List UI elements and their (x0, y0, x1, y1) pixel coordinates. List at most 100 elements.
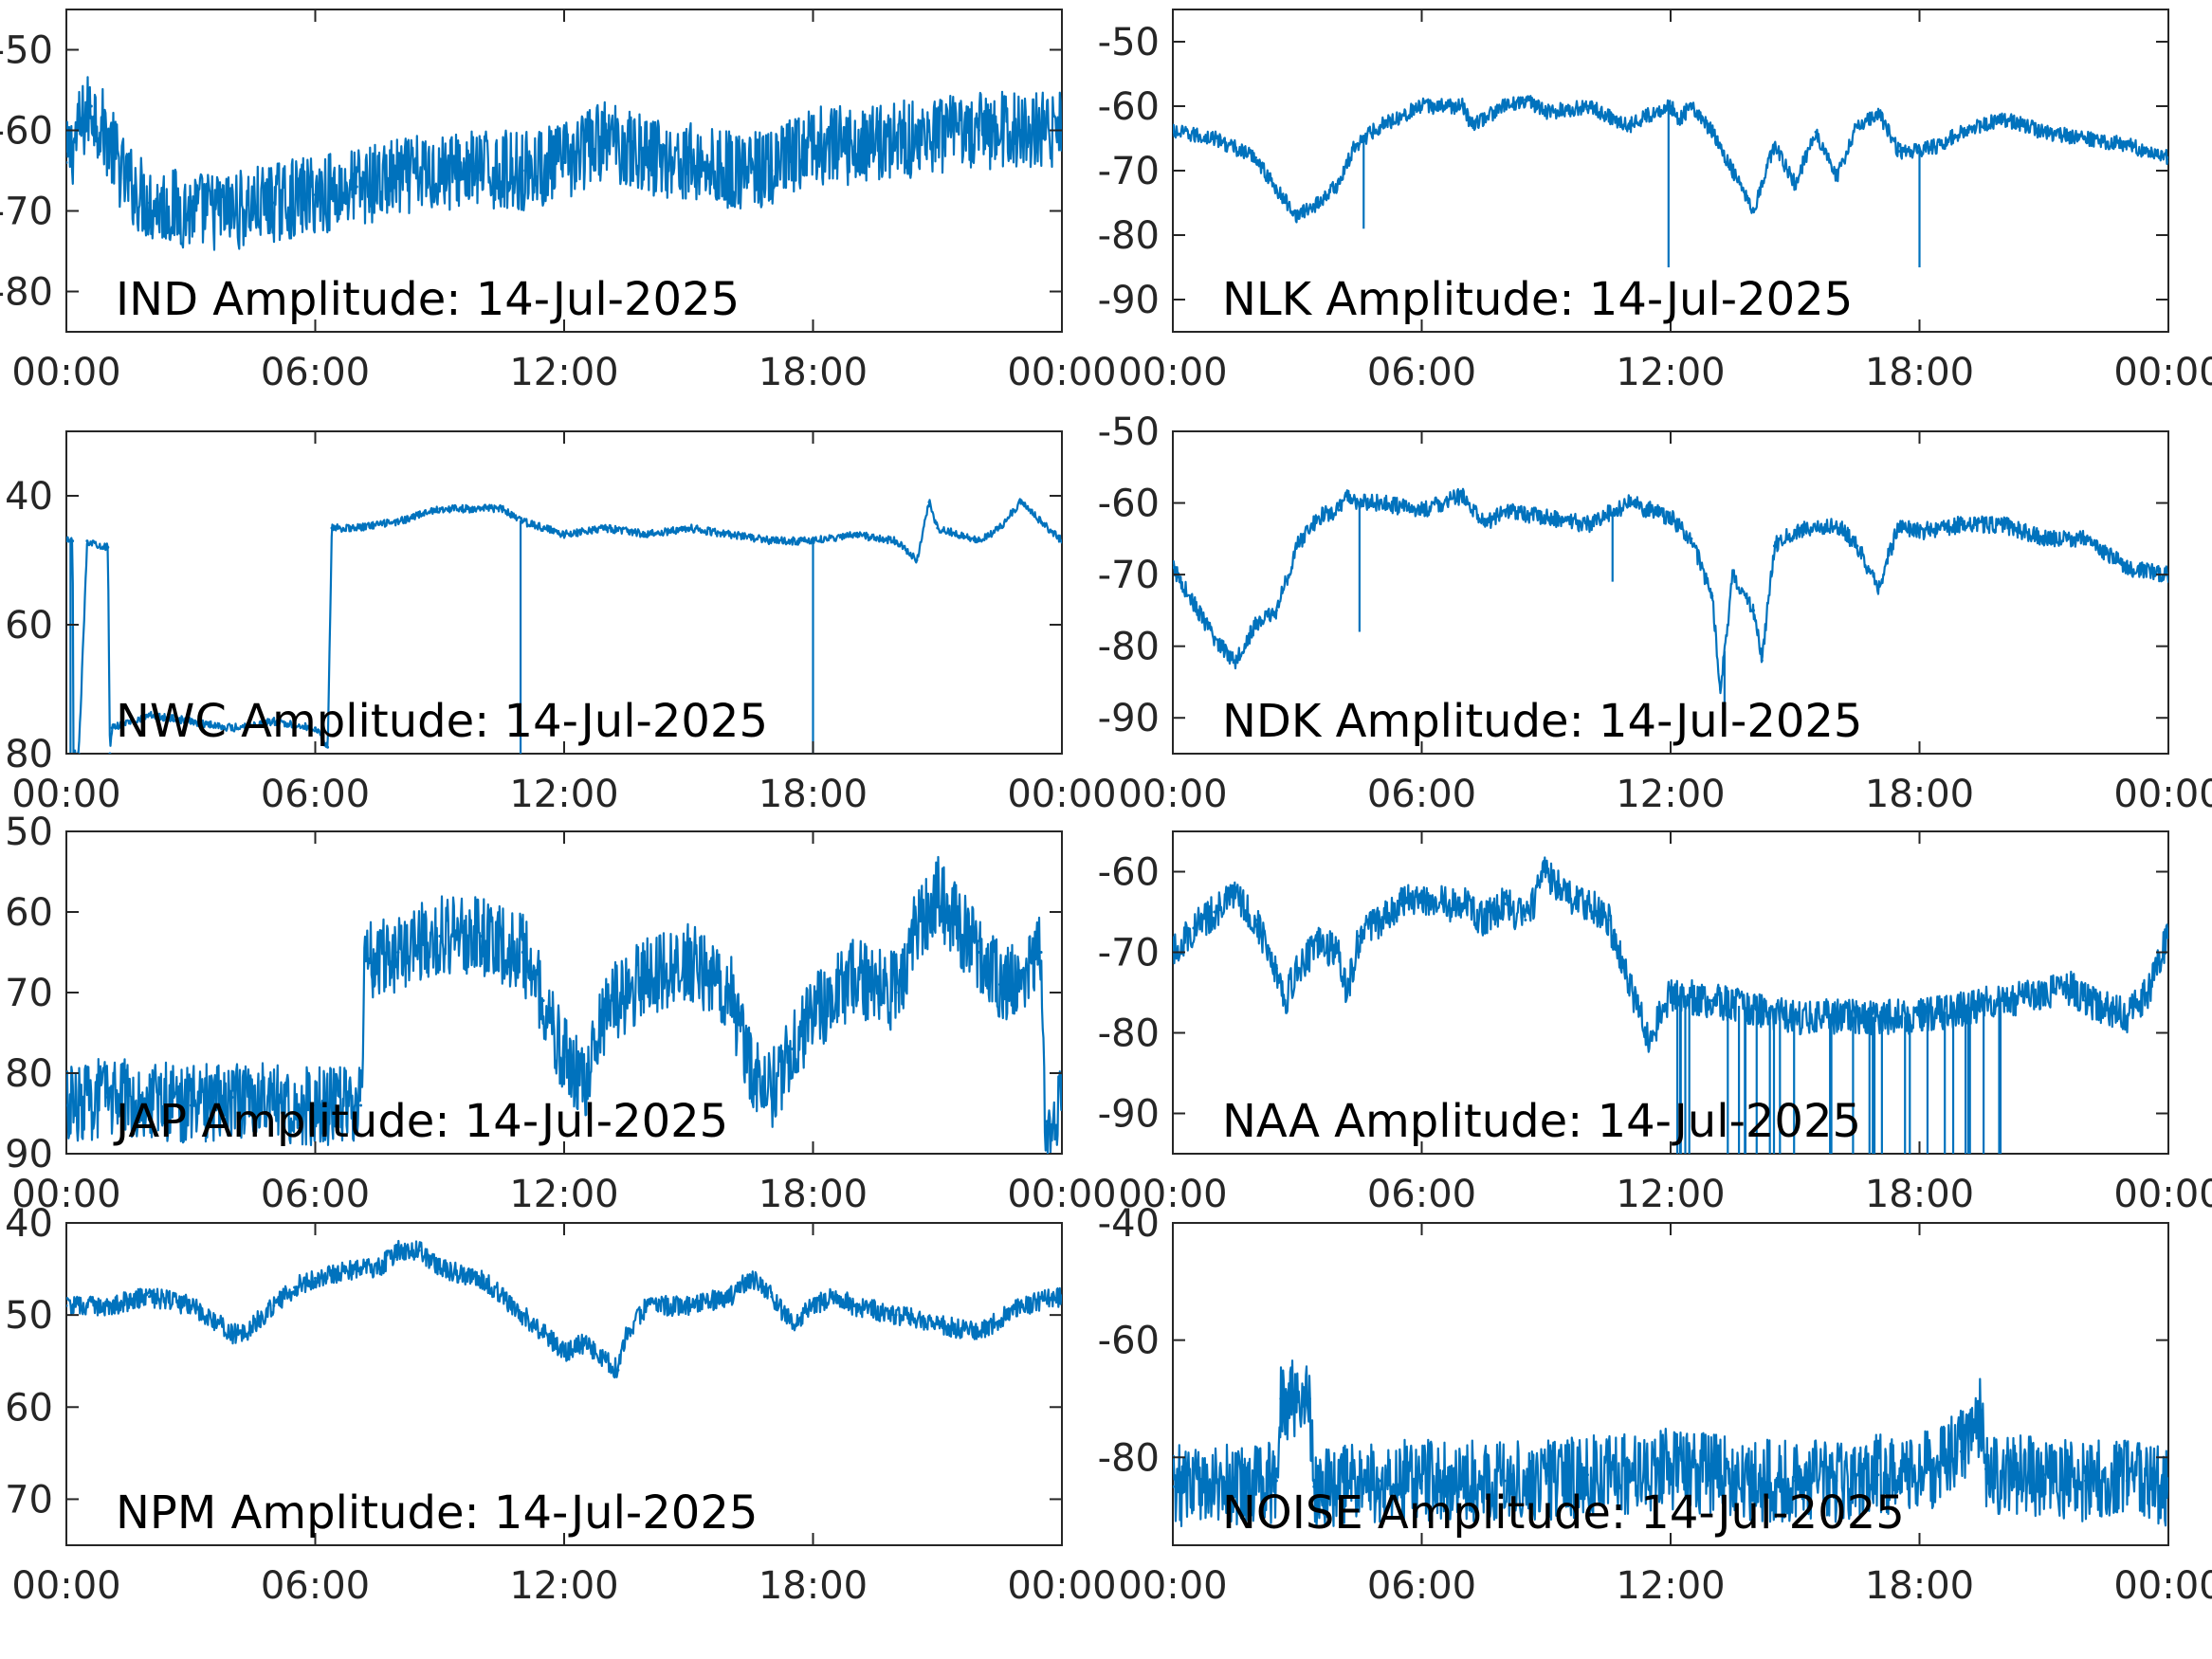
data-point (1959, 522, 1963, 526)
data-point (2063, 983, 2067, 986)
data-point (625, 1332, 629, 1336)
data-point (2042, 537, 2046, 540)
data-point (2001, 118, 2004, 121)
data-point (1897, 522, 1901, 526)
data-point (1690, 537, 1693, 540)
x-tick-label: 00:00 (2113, 1564, 2212, 1608)
data-point (1606, 919, 1610, 921)
data-point (1959, 130, 1963, 134)
data-point (728, 991, 732, 994)
data-point (1316, 201, 1320, 205)
y-tick-label: 60 (5, 1386, 53, 1430)
data-point (1627, 501, 1631, 505)
data-point (562, 533, 566, 537)
data-point (2084, 1479, 2087, 1483)
data-point (122, 177, 126, 180)
data-point (1354, 143, 1357, 147)
data-point (1938, 143, 1942, 147)
data-point (1524, 98, 1527, 101)
y-tick-label: -60 (1098, 851, 1160, 895)
plot-area (1172, 430, 2169, 755)
data-point (997, 526, 1001, 530)
data-point (562, 1055, 566, 1059)
data-point (2001, 999, 2004, 1002)
data-point (2166, 1485, 2168, 1488)
data-point (438, 1267, 442, 1271)
data-point (1690, 104, 1693, 108)
x-tick-label: 00:00 (1007, 1173, 1116, 1216)
y-tick-label: 70 (5, 1478, 53, 1522)
data-point (1980, 1409, 1983, 1413)
data-point (2084, 537, 2087, 540)
y-tick-label: -80 (1098, 626, 1160, 669)
data-point (1876, 1015, 1880, 1018)
data-point (1959, 1449, 1963, 1453)
data-point (604, 1007, 608, 1011)
data-point (1835, 1479, 1838, 1483)
data-point (2001, 522, 2004, 526)
x-tick-label: 18:00 (759, 351, 868, 394)
data-point (646, 153, 649, 156)
data-point (1731, 169, 1735, 173)
data-point (894, 1313, 898, 1317)
data-point (293, 1285, 297, 1289)
data-point (1440, 902, 1444, 905)
x-tick-label: 00:00 (1118, 773, 1227, 816)
x-tick-label: 18:00 (1865, 1173, 1974, 1216)
data-point (1018, 1304, 1022, 1307)
data-point (894, 539, 898, 543)
y-tick-label: 50 (5, 1294, 53, 1338)
data-point (1545, 516, 1548, 520)
panel-title: NWC Amplitude: 14-Jul-2025 (116, 695, 768, 748)
data-point (89, 104, 93, 108)
data-point (583, 1340, 587, 1344)
data-point (646, 975, 649, 978)
data-point (1503, 902, 1507, 905)
y-tick-label: 70 (5, 972, 53, 1015)
data-point (812, 1015, 814, 1018)
data-point (894, 137, 898, 140)
data-point (1503, 508, 1507, 512)
data-point (1482, 522, 1486, 526)
y-tick-label: 80 (5, 733, 53, 776)
y-tick-label: 40 (5, 475, 53, 519)
y-tick-label: -80 (1098, 1436, 1160, 1480)
data-point (148, 1096, 151, 1099)
x-tick-label: 00:00 (1007, 1564, 1116, 1608)
data-point (1173, 1485, 1175, 1488)
data-point (541, 1332, 545, 1336)
data-point (480, 1276, 483, 1280)
data-point (230, 726, 234, 730)
x-tick-label: 00:00 (11, 1173, 120, 1216)
data-point (355, 185, 358, 189)
y-tick-label: -90 (1098, 697, 1160, 740)
panel-1: 00:00 06:00 12:00 18:00 00:00 -50 -60 -70 -80 IND… (0, 9, 1117, 394)
y-tick-label: -60 (1098, 483, 1160, 526)
data-point (1677, 118, 1681, 121)
x-tick-label: 00:00 (2113, 351, 2212, 394)
data-point (1254, 919, 1257, 921)
data-point (852, 975, 856, 978)
data-point (1669, 104, 1673, 108)
amplitude-trace (1173, 1359, 2168, 1528)
data-point (1586, 1473, 1589, 1477)
data-point (189, 1304, 192, 1307)
data-point (438, 169, 442, 173)
data-point (1959, 1007, 1963, 1011)
data-point (1710, 1473, 1714, 1477)
data-point (106, 545, 110, 549)
data-point (1503, 1479, 1507, 1483)
data-point (997, 983, 1001, 986)
data-point (686, 958, 690, 962)
data-point (1752, 609, 1755, 612)
data-point (106, 1096, 110, 1099)
y-tick-label: -90 (1098, 279, 1160, 322)
data-point (355, 1267, 358, 1271)
data-point (1173, 130, 1175, 134)
x-tick-label: 06:00 (1367, 351, 1476, 394)
x-tick-label: 06:00 (1367, 1564, 1476, 1608)
data-point (189, 720, 192, 723)
data-point (66, 1103, 68, 1107)
panel-3: 00:00 06:00 12:00 18:00 00:00 40 60 80 NWC Ampli… (5, 430, 1117, 816)
